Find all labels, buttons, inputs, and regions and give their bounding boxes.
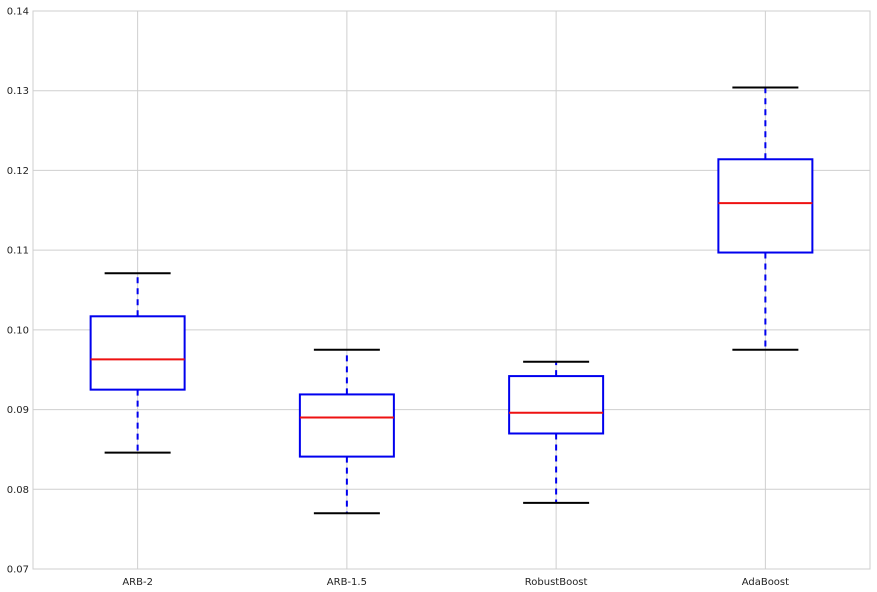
x-tick-label: AdaBoost <box>742 577 789 588</box>
y-tick-label: 0.11 <box>7 246 29 257</box>
plot-area <box>32 10 871 570</box>
boxes <box>89 86 814 515</box>
y-tick-label: 0.07 <box>7 565 29 576</box>
y-tick-label: 0.12 <box>7 166 29 177</box>
box-group <box>508 360 605 504</box>
box-group <box>298 348 395 515</box>
y-tick-label: 0.08 <box>7 485 29 496</box>
y-tick-label: 0.14 <box>7 7 29 18</box>
y-tick-label: 0.10 <box>7 325 29 336</box>
iqr-box <box>508 375 605 435</box>
iqr-box <box>717 158 814 254</box>
x-tick-label: ARB-2 <box>122 577 153 588</box>
x-tick-label: ARB-1.5 <box>327 577 367 588</box>
y-tick-labels: 0.07 0.08 0.09 0.10 0.11 0.12 0.13 0.14 <box>7 7 29 576</box>
y-tick-label: 0.09 <box>7 405 29 416</box>
box-group <box>89 272 186 454</box>
iqr-box <box>298 393 395 458</box>
box-group <box>717 86 814 351</box>
iqr-box <box>89 315 186 391</box>
x-tick-labels: ARB-2 ARB-1.5 RobustBoost AdaBoost <box>122 577 789 588</box>
x-tick-label: RobustBoost <box>525 577 588 588</box>
y-tick-label: 0.13 <box>7 86 29 97</box>
